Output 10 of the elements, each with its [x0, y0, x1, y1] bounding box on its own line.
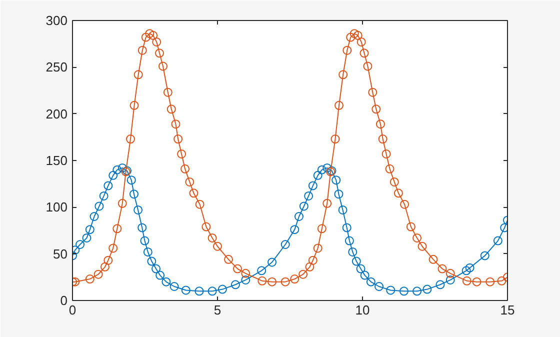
y-tick-label: 100: [46, 200, 68, 215]
y-tick-label: 50: [53, 246, 68, 262]
x-tick-label: 5: [214, 302, 222, 318]
y-tick-label: 300: [46, 13, 68, 28]
x-tick-label: 15: [500, 302, 515, 318]
x-tick-label: 10: [355, 302, 370, 318]
y-tick-label: 250: [46, 60, 68, 75]
y-tick-label: 200: [46, 106, 68, 122]
y-tick-label: 0: [60, 293, 68, 308]
y-tick-label: 150: [46, 153, 68, 168]
